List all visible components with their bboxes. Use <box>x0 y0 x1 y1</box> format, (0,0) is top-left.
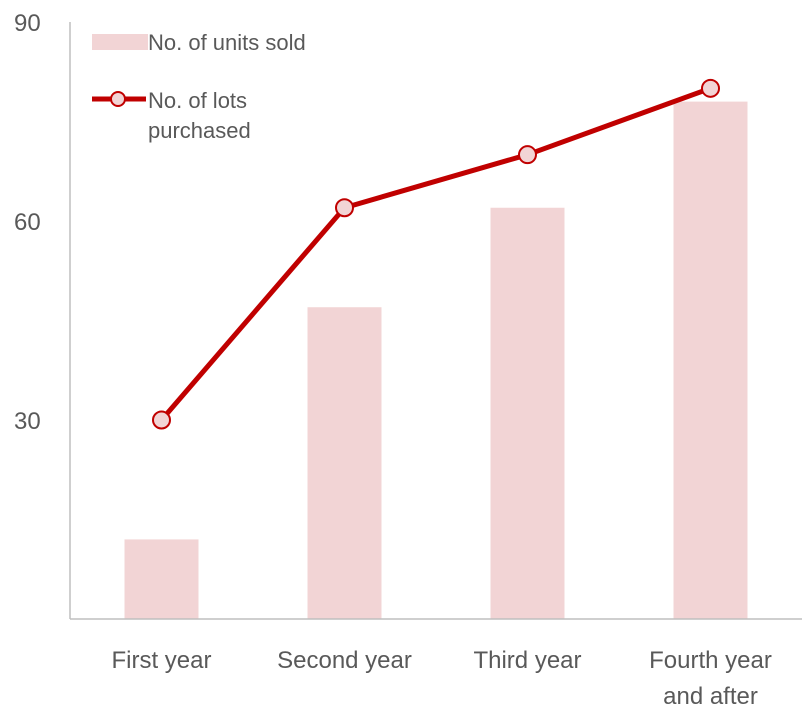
bar-series <box>124 101 748 620</box>
bar <box>490 207 565 619</box>
legend-label-line: purchased <box>148 118 251 143</box>
y-tick-label: 90 <box>14 10 41 37</box>
y-axis: 30 60 90 <box>14 10 71 619</box>
legend: No. of units sold No. of lots purchased <box>92 30 306 143</box>
legend-swatch-bar <box>92 34 148 50</box>
x-axis: First year Second year Third year Fourth ye… <box>70 618 802 707</box>
line-point <box>701 78 720 98</box>
bar <box>673 101 748 620</box>
line-point <box>335 198 354 218</box>
bar <box>124 539 199 619</box>
legend-label-line: No. of lots <box>148 88 247 113</box>
y-tick-label: 30 <box>14 408 41 435</box>
y-tick-label: 60 <box>14 209 41 236</box>
bar <box>307 307 382 619</box>
legend-label-bar: No. of units sold <box>148 30 306 55</box>
x-tick-label: Second year <box>277 647 412 674</box>
x-tick-label: Fourth year <box>649 647 772 674</box>
x-tick-label: and after <box>663 683 758 707</box>
legend-swatch-marker <box>110 91 126 107</box>
line-point <box>518 145 537 165</box>
line-series <box>152 78 720 430</box>
x-tick-label: Third year <box>473 647 581 674</box>
x-tick-label: First year <box>111 647 211 674</box>
series-line <box>159 85 713 423</box>
line-point <box>152 410 171 430</box>
